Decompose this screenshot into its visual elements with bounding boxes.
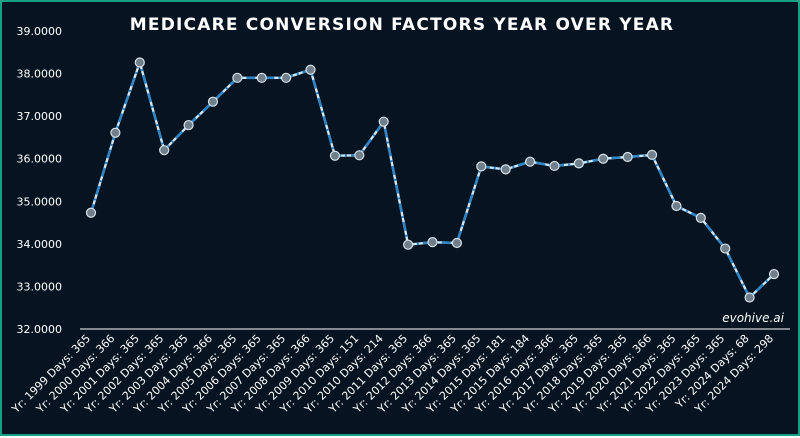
- data-point: [476, 161, 487, 172]
- data-point: [281, 72, 292, 83]
- data-point: [768, 268, 780, 280]
- data-point: [232, 72, 243, 83]
- data-point: [573, 158, 584, 169]
- data-point: [451, 237, 462, 249]
- data-point: [720, 243, 731, 254]
- series-line: [89, 61, 775, 299]
- y-tick-label: 35.0000: [17, 195, 63, 208]
- y-tick-label: 33.0000: [17, 280, 63, 293]
- y-tick-label: 32.0000: [17, 323, 63, 336]
- chart-title: MEDICARE CONVERSION FACTORS YEAR OVER YE…: [130, 15, 674, 35]
- y-tick-label: 34.0000: [17, 238, 63, 251]
- data-point: [622, 151, 633, 163]
- data-point: [598, 153, 609, 164]
- data-point: [256, 72, 267, 83]
- data-point: [183, 119, 194, 131]
- data-points: [85, 57, 780, 303]
- data-point: [403, 239, 414, 250]
- data-point: [549, 160, 560, 172]
- y-tick-label: 38.0000: [17, 68, 63, 81]
- data-point: [85, 207, 97, 218]
- data-point: [159, 145, 170, 156]
- y-axis-ticks: 32.0000 33.0000 34.0000 35.0000 36.0000 37.00…: [17, 25, 63, 336]
- data-point: [524, 156, 536, 167]
- data-point: [378, 116, 389, 127]
- data-point: [500, 164, 511, 175]
- y-tick-label: 36.0000: [17, 153, 63, 166]
- data-point: [329, 150, 341, 161]
- data-point: [671, 200, 682, 212]
- data-point: [646, 149, 658, 160]
- data-point: [695, 212, 706, 223]
- y-tick-label: 37.0000: [17, 110, 63, 123]
- data-point: [354, 150, 365, 161]
- data-point: [134, 57, 145, 68]
- data-point: [305, 64, 316, 75]
- data-point: [207, 96, 219, 107]
- y-tick-label: 39.0000: [17, 25, 63, 38]
- data-point: [744, 292, 755, 303]
- watermark: evohive.ai: [722, 311, 784, 325]
- series-line-group: [89, 58, 775, 300]
- series-line-dash: [89, 58, 775, 300]
- data-point: [110, 127, 121, 138]
- data-point: [427, 237, 438, 248]
